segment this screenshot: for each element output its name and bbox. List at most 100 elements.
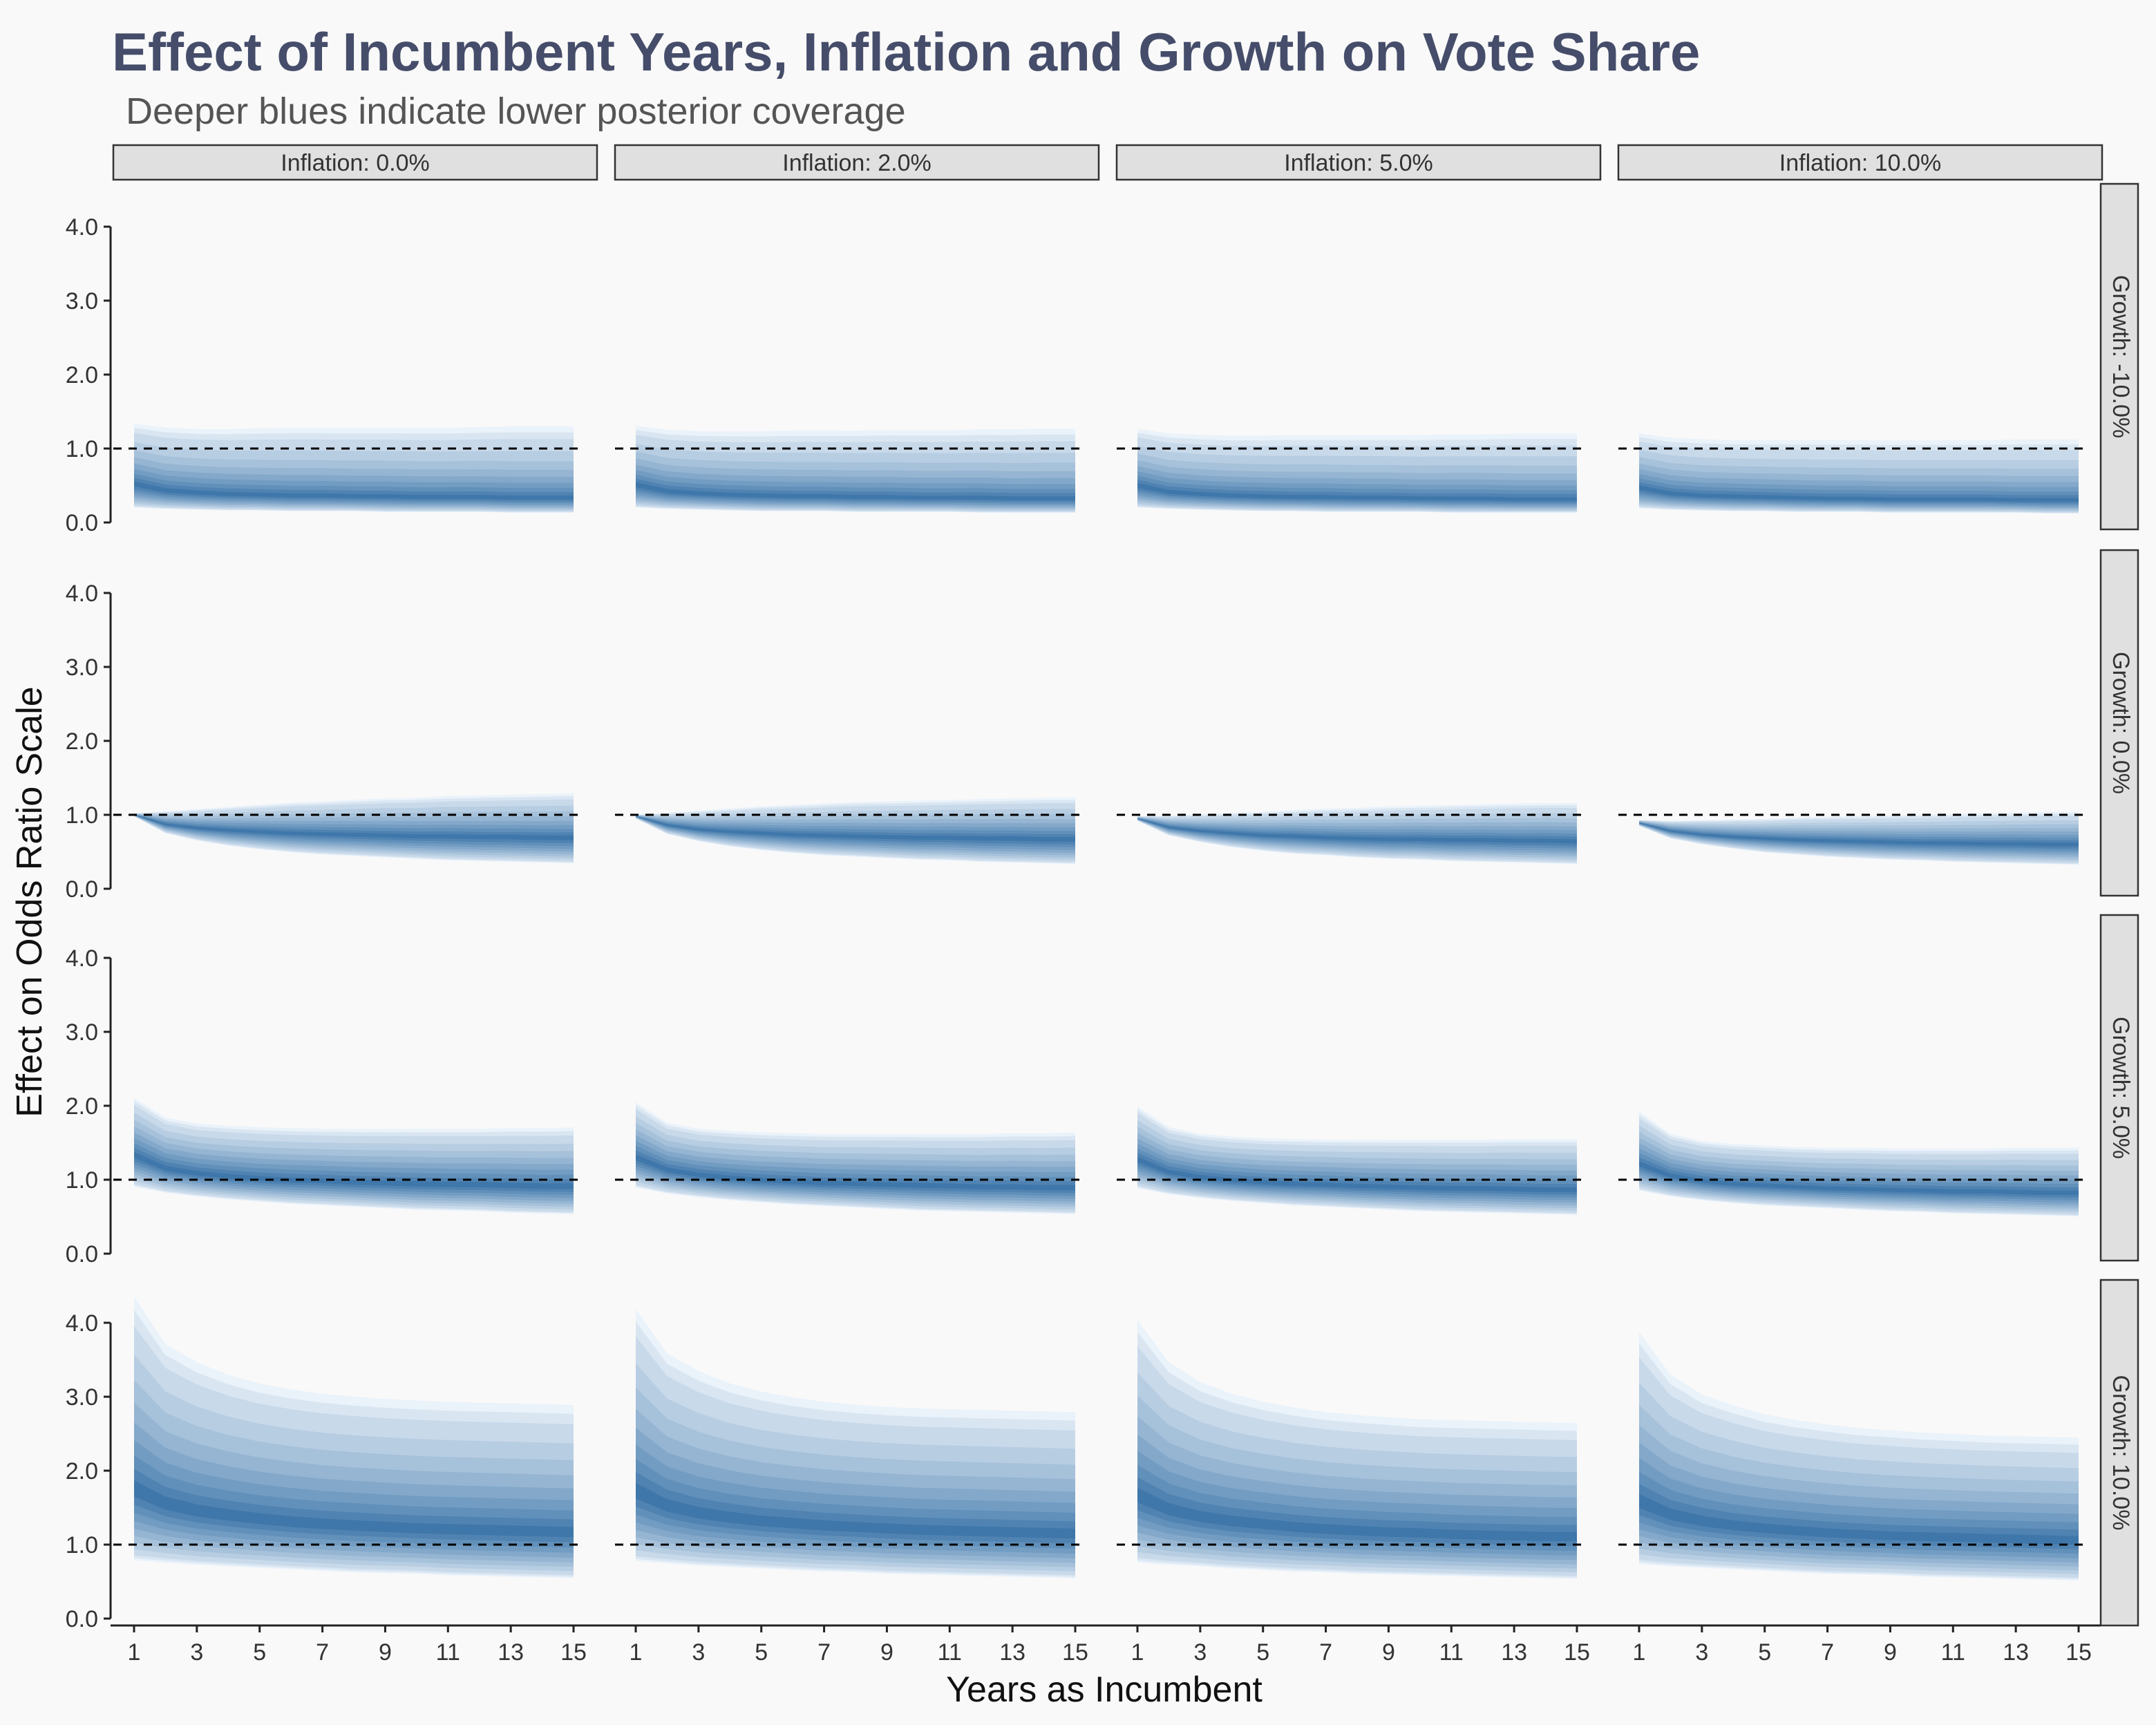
x-tick-label: 9 bbox=[1884, 1639, 1897, 1666]
y-axis: 0.0 1.0 2.0 3.0 4.0 bbox=[66, 581, 112, 903]
column-strip-box bbox=[614, 144, 1100, 181]
y-tick-label: 1.0 bbox=[66, 436, 98, 462]
row-strip-label: Growth: 10.0% bbox=[2108, 1375, 2134, 1531]
x-tick-label: 9 bbox=[379, 1639, 392, 1666]
x-tick-label: 7 bbox=[1319, 1639, 1332, 1666]
coverage-band bbox=[1639, 1493, 2079, 1545]
x-tick-label: 3 bbox=[1193, 1639, 1207, 1666]
coverage-band bbox=[134, 481, 574, 500]
y-tick-label: 1.0 bbox=[66, 1167, 98, 1194]
facet-panel bbox=[615, 1309, 1085, 1578]
y-tick-label: 0.0 bbox=[66, 1241, 98, 1267]
row-strip-label: Growth: 0.0% bbox=[2108, 652, 2134, 794]
row-strip-label: Growth: -10.0% bbox=[2108, 275, 2134, 438]
y-tick-label: 4.0 bbox=[66, 945, 98, 972]
y-axis: 0.0 1.0 2.0 3.0 4.0 bbox=[66, 945, 112, 1267]
x-tick-label: 11 bbox=[1439, 1639, 1464, 1666]
coverage-band bbox=[1137, 818, 1577, 844]
y-tick-label: 0.0 bbox=[66, 876, 98, 903]
y-tick-label: 3.0 bbox=[66, 1019, 98, 1046]
x-axis-title: Years as Incumbent bbox=[946, 1670, 1263, 1710]
column-strip: Inflation: 10.0% bbox=[1617, 144, 2103, 181]
x-tick-label: 15 bbox=[2065, 1639, 2092, 1666]
column-strip: Inflation: 0.0% bbox=[112, 144, 598, 181]
coverage-band bbox=[134, 1480, 574, 1538]
column-strip-box bbox=[1115, 144, 1602, 181]
y-tick-label: 1.0 bbox=[66, 1532, 98, 1558]
coverage-band bbox=[636, 1472, 1075, 1544]
x-axis: 1 3 5 7 9 11 13 15 bbox=[1131, 1625, 1590, 1666]
coverage-band bbox=[636, 1154, 1075, 1191]
row-strip-label: Growth: 5.0% bbox=[2108, 1017, 2134, 1159]
x-tick-label: 13 bbox=[2003, 1639, 2029, 1666]
column-strip-label: Inflation: 0.0% bbox=[281, 150, 429, 176]
x-tick-label: 5 bbox=[755, 1639, 768, 1666]
y-tick-label: 2.0 bbox=[66, 1093, 98, 1120]
coverage-band bbox=[1639, 1161, 2079, 1196]
coverage-band bbox=[1137, 1153, 1577, 1195]
column-strip: Inflation: 2.0% bbox=[614, 144, 1100, 181]
x-tick-label: 11 bbox=[938, 1639, 962, 1666]
facet-panel bbox=[1117, 1106, 1587, 1215]
row-strip-box bbox=[2099, 1279, 2139, 1627]
coverage-band bbox=[1639, 1484, 2079, 1549]
x-tick-label: 7 bbox=[817, 1639, 831, 1666]
x-tick-label: 1 bbox=[1131, 1639, 1144, 1666]
x-tick-label: 11 bbox=[436, 1639, 460, 1666]
coverage-band bbox=[636, 816, 1075, 842]
facet-panel bbox=[113, 1297, 583, 1578]
x-tick-label: 11 bbox=[1941, 1639, 1965, 1666]
x-axis: 1 3 5 7 9 11 13 15 bbox=[630, 1625, 1088, 1666]
facet-panel bbox=[113, 793, 583, 864]
coverage-band bbox=[1137, 1156, 1577, 1193]
row-strip: Growth: -10.0% bbox=[2099, 182, 2139, 531]
coverage-band bbox=[1137, 1487, 1577, 1542]
y-tick-label: 4.0 bbox=[66, 581, 98, 607]
coverage-band bbox=[1639, 822, 2079, 847]
y-tick-label: 2.0 bbox=[66, 728, 98, 755]
column-strip: Inflation: 5.0% bbox=[1115, 144, 1602, 181]
y-tick-label: 2.0 bbox=[66, 1458, 98, 1484]
y-tick-label: 4.0 bbox=[66, 1310, 98, 1337]
facet-panel bbox=[113, 1097, 583, 1214]
y-tick-label: 2.0 bbox=[66, 362, 98, 388]
facet-panel bbox=[113, 424, 583, 513]
coverage-band bbox=[636, 1482, 1075, 1539]
column-strip-box bbox=[112, 144, 598, 181]
x-tick-label: 15 bbox=[1062, 1639, 1088, 1666]
facet-panel bbox=[1117, 1319, 1587, 1579]
y-tick-label: 3.0 bbox=[66, 288, 98, 314]
coverage-band bbox=[134, 814, 574, 840]
y-tick-label: 0.0 bbox=[66, 510, 98, 536]
column-strip-box bbox=[1617, 144, 2103, 181]
facet-panel bbox=[1117, 802, 1587, 865]
y-axis-title: Effect on Odds Ratio Scale bbox=[10, 686, 50, 1117]
y-axis: 0.0 1.0 2.0 3.0 4.0 bbox=[66, 1310, 112, 1632]
coverage-band bbox=[636, 1150, 1075, 1194]
x-tick-label: 5 bbox=[253, 1639, 266, 1666]
chart-subtitle: Deeper blues indicate lower posterior co… bbox=[126, 91, 906, 132]
x-tick-label: 7 bbox=[1821, 1639, 1834, 1666]
column-strip-label: Inflation: 2.0% bbox=[782, 150, 931, 176]
x-axis: 1 3 5 7 9 11 13 15 bbox=[1633, 1625, 2092, 1666]
coverage-band bbox=[636, 482, 1075, 500]
coverage-band bbox=[1137, 482, 1577, 501]
x-tick-label: 7 bbox=[316, 1639, 329, 1666]
facet-panel bbox=[615, 426, 1085, 513]
x-tick-label: 13 bbox=[498, 1639, 524, 1666]
x-tick-label: 3 bbox=[692, 1639, 705, 1666]
y-tick-label: 3.0 bbox=[66, 654, 98, 681]
x-tick-label: 5 bbox=[1256, 1639, 1269, 1666]
facet-panel bbox=[615, 1102, 1085, 1214]
x-tick-label: 9 bbox=[880, 1639, 893, 1666]
coverage-band bbox=[1137, 1477, 1577, 1547]
x-tick-label: 1 bbox=[1633, 1639, 1646, 1666]
column-strip-label: Inflation: 10.0% bbox=[1779, 150, 1941, 176]
row-strip-box bbox=[2099, 914, 2139, 1262]
x-tick-label: 13 bbox=[999, 1639, 1025, 1666]
facet-panel bbox=[1618, 811, 2088, 865]
coverage-band bbox=[1639, 1157, 2079, 1198]
facet-panel bbox=[1618, 1331, 2088, 1581]
coverage-band bbox=[134, 1151, 574, 1189]
